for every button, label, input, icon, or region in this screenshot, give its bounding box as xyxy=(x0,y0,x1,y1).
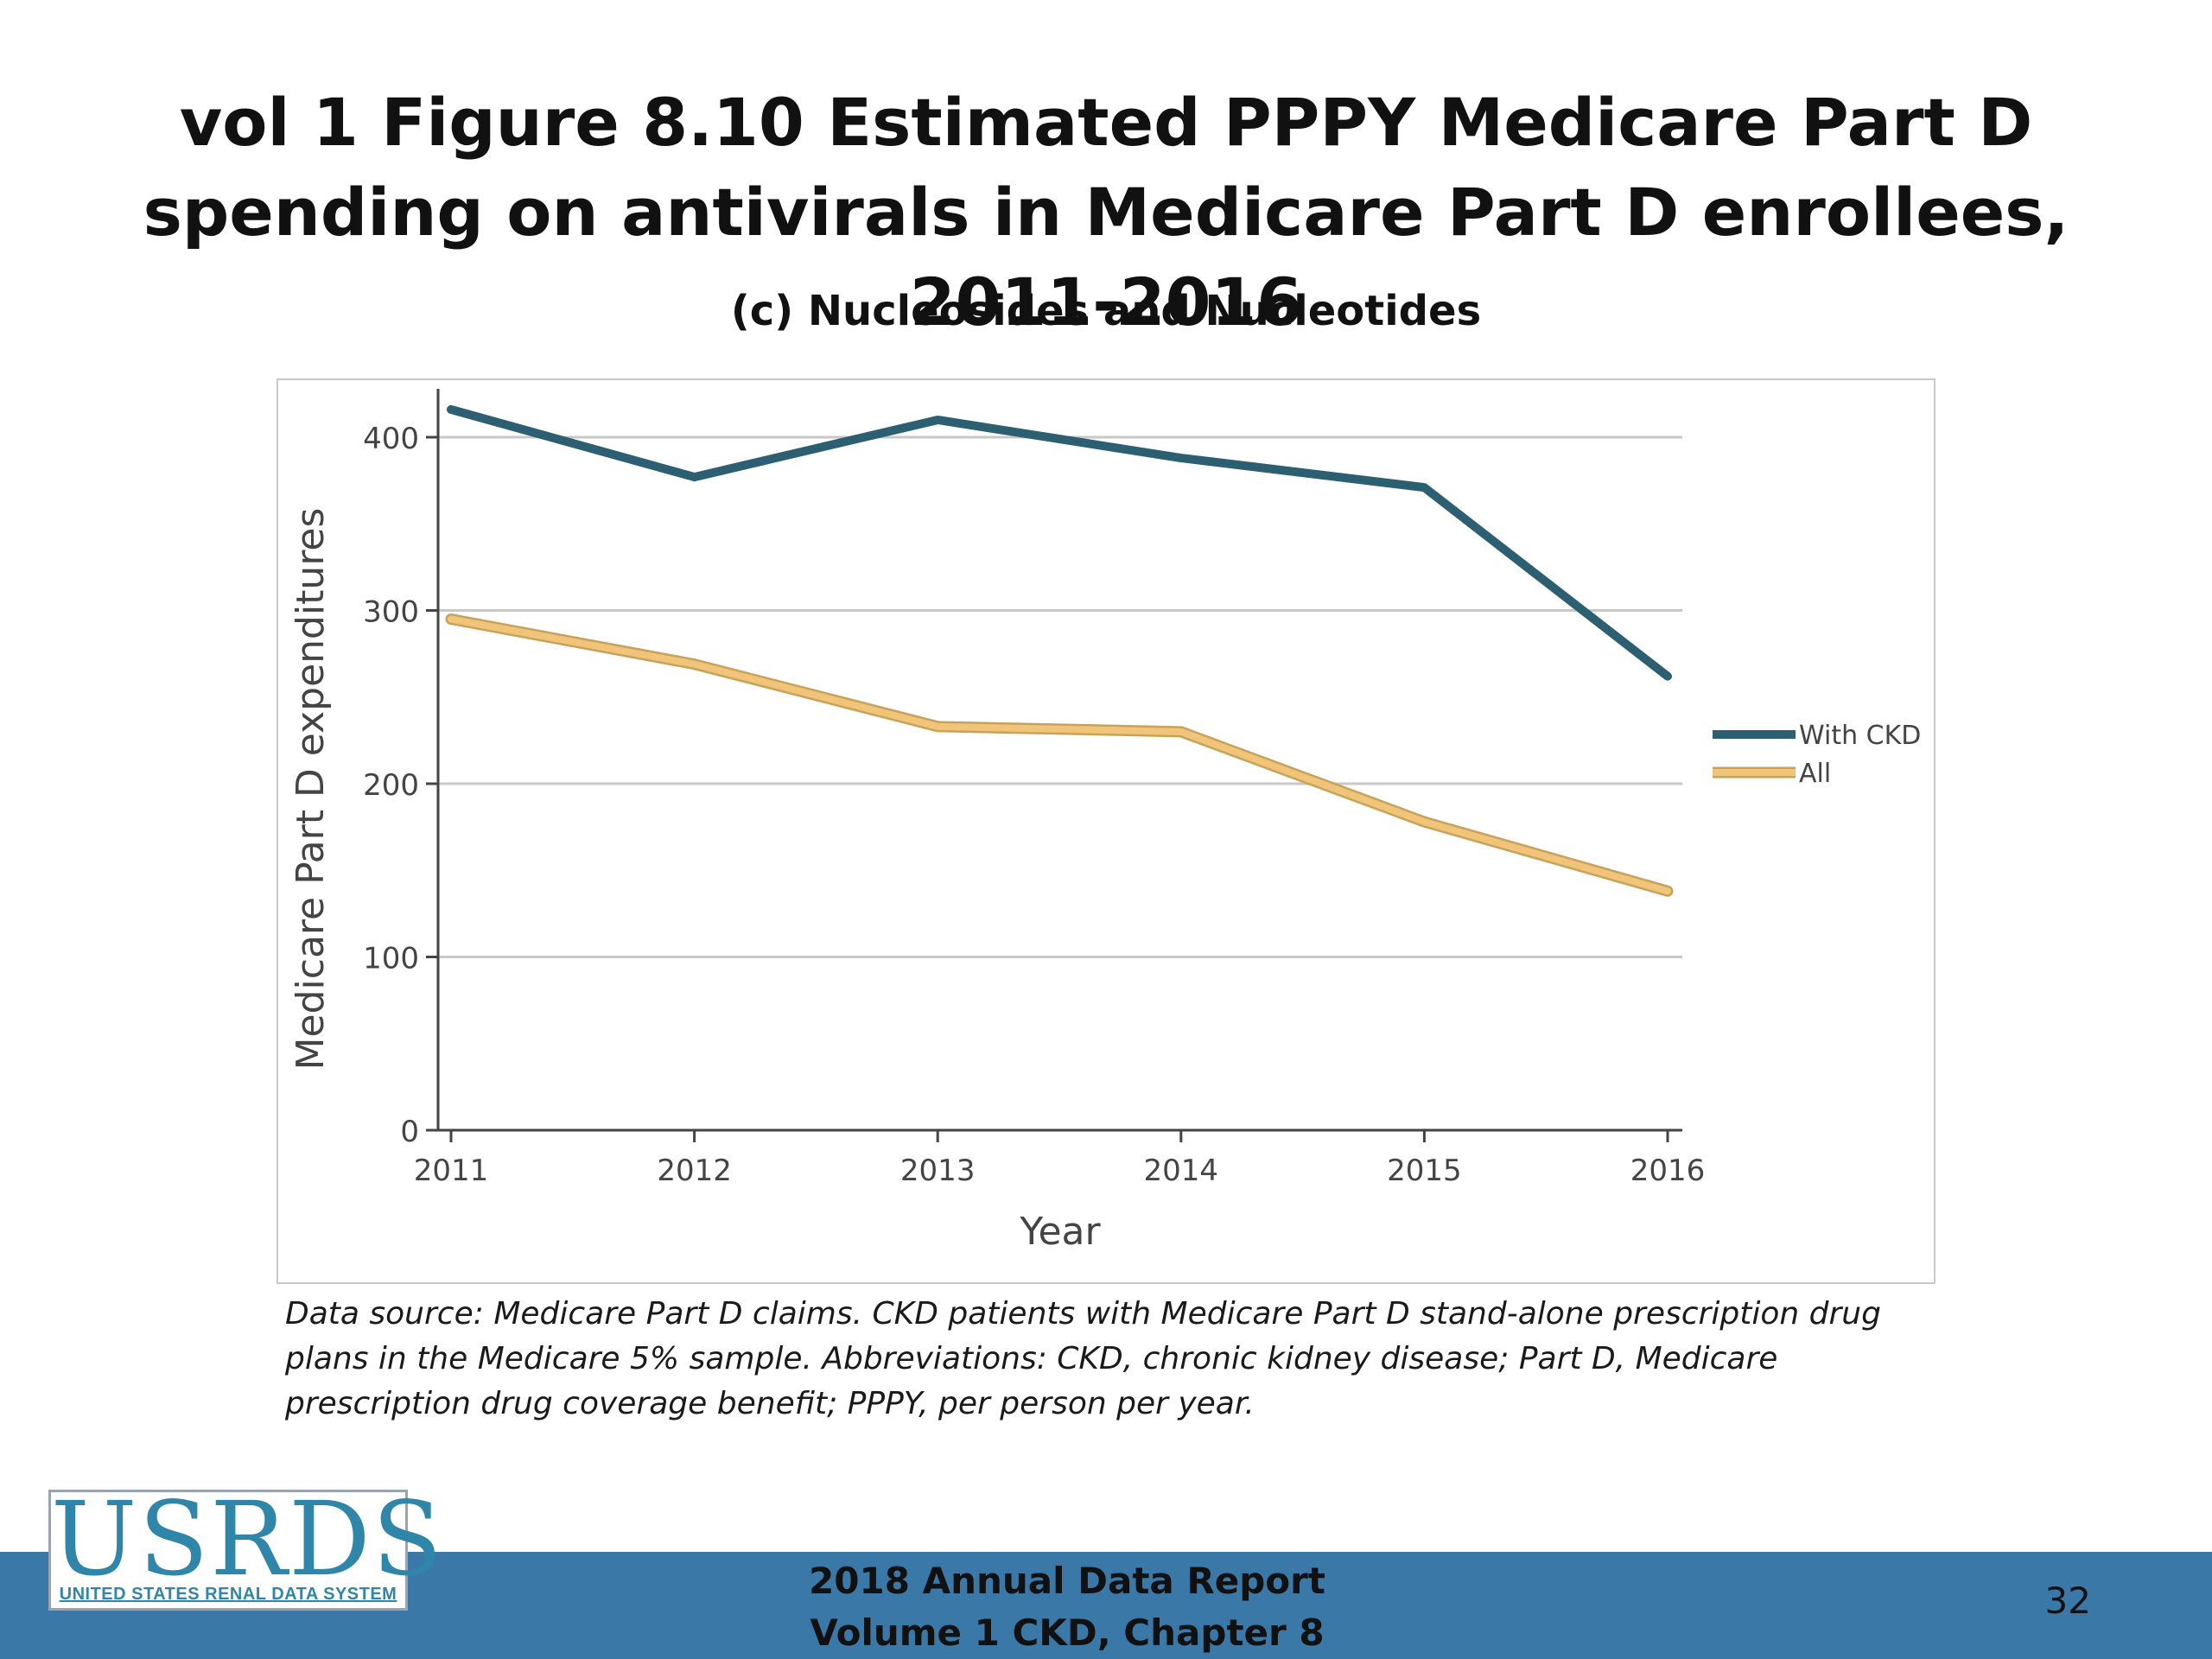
legend-label: All xyxy=(1799,759,1831,789)
data-point xyxy=(1423,821,1426,823)
data-point xyxy=(450,618,452,620)
x-tick-label: 2011 xyxy=(414,1154,489,1188)
chart-frame: 0 100 200 300 400 2011 2012 2013 2014 2015 2016 Yea… xyxy=(276,378,1936,1284)
y-axis-title: Medicare Part D expenditures xyxy=(289,508,333,1071)
data-source-caption: Data source: Medicare Part D claims. CKD… xyxy=(285,1296,1881,1421)
usrds-logo: USRDS UNITED STATES RENAL DATA SYSTEM xyxy=(48,1479,444,1611)
data-point xyxy=(1179,730,1182,733)
y-tick-label: 100 xyxy=(363,942,419,976)
series-line-with-ckd xyxy=(447,404,1672,681)
x-tick-label: 2014 xyxy=(1144,1154,1219,1188)
slide-title: vol 1 Figure 8.10 Estimated PPPY Medicar… xyxy=(143,84,2069,340)
x-tick-label: 2012 xyxy=(657,1154,732,1188)
page-number: 32 xyxy=(2044,1580,2091,1622)
footer-report: 2018 Annual Data Report Volume 1 CKD, Ch… xyxy=(778,1555,1357,1659)
x-axis-title: Year xyxy=(1019,1210,1101,1254)
data-point xyxy=(1667,890,1669,893)
chart-title: (c) Nucleosides and Nucleotides xyxy=(730,287,1482,335)
y-tick-label: 300 xyxy=(363,595,419,630)
legend-label: With CKD xyxy=(1799,721,1921,751)
data-point xyxy=(693,663,696,665)
y-tick-label: 400 xyxy=(363,422,419,456)
series-line-all xyxy=(448,615,1671,895)
data-point xyxy=(937,725,939,728)
y-tick-label: 200 xyxy=(363,768,419,803)
x-tick-label: 2015 xyxy=(1387,1154,1462,1188)
footer-line-report: 2018 Annual Data Report xyxy=(809,1560,1325,1602)
footer-line-volume: Volume 1 CKD, Chapter 8 xyxy=(810,1611,1325,1654)
data-point xyxy=(937,418,939,421)
x-tick-label: 2016 xyxy=(1630,1154,1706,1188)
data-point xyxy=(693,476,696,479)
data-point xyxy=(450,408,452,410)
x-tick-label: 2013 xyxy=(900,1154,976,1188)
logo-wordmark: USRDS xyxy=(51,1479,444,1599)
data-point xyxy=(1423,486,1426,489)
data-point xyxy=(1667,675,1669,677)
line-chart: 0 100 200 300 400 2011 2012 2013 2014 2015 2016 Yea… xyxy=(289,389,1921,1254)
series-all-line-outline xyxy=(445,613,1674,897)
data-point xyxy=(1179,457,1182,460)
logo-subtext: UNITED STATES RENAL DATA SYSTEM xyxy=(59,1585,397,1604)
y-tick-label: 0 xyxy=(400,1115,419,1149)
